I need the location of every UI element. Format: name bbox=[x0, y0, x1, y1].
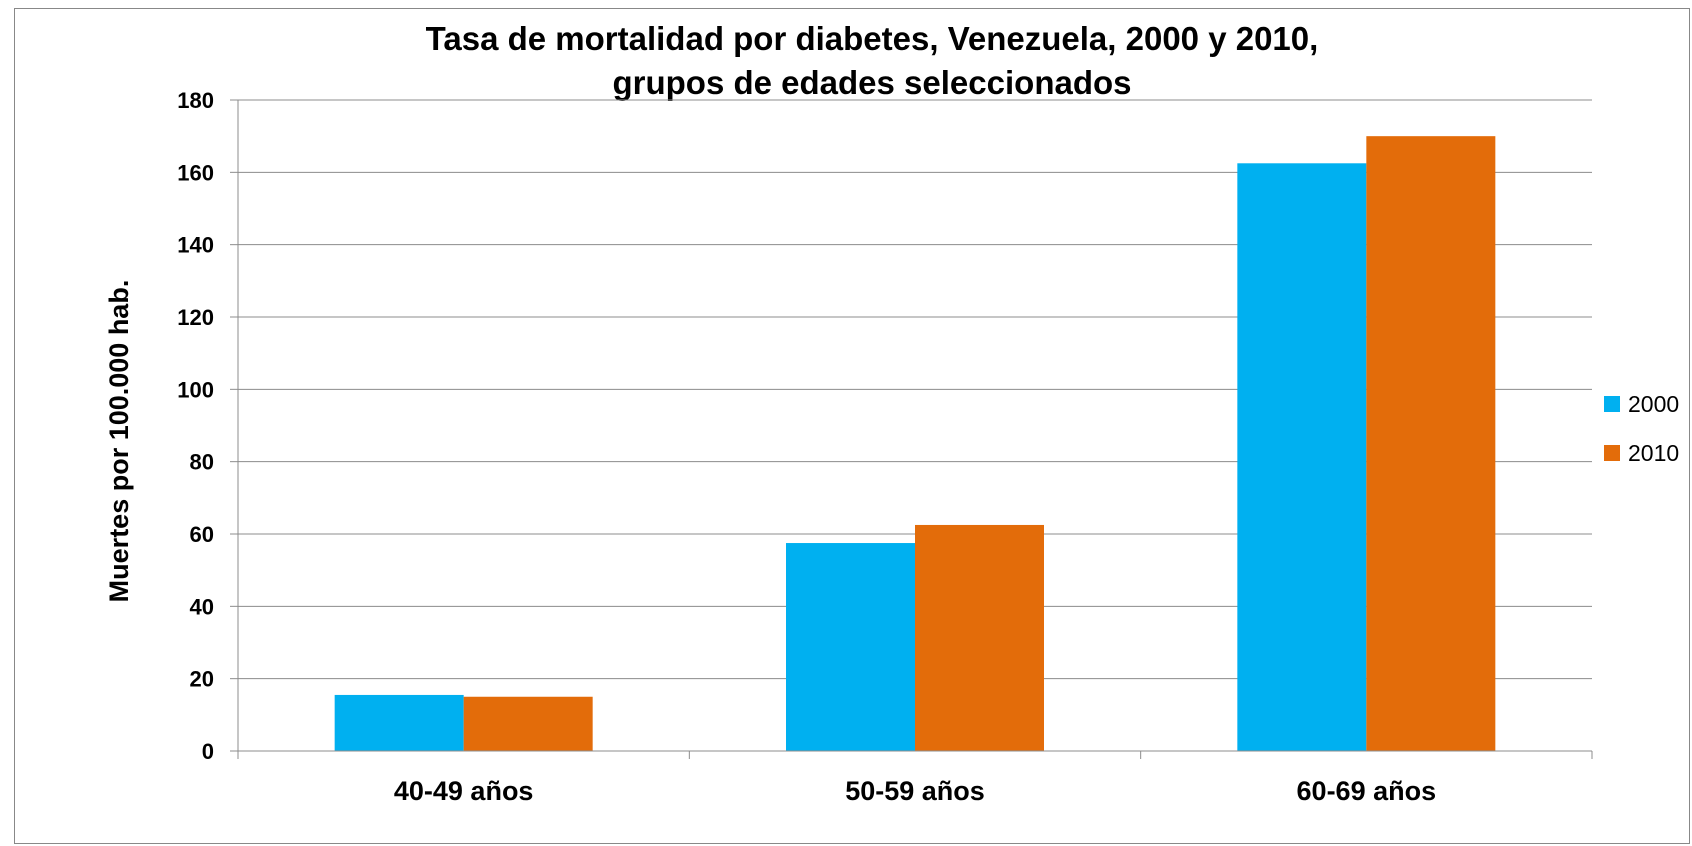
legend-label-2010: 2010 bbox=[1628, 440, 1679, 466]
axes bbox=[237, 100, 1593, 759]
chart-subtitle: grupos de edades seleccionados bbox=[612, 64, 1131, 101]
bar-2000-2 bbox=[786, 543, 915, 751]
x-axis-labels: 40-49 años 50-59 años 60-69 años bbox=[394, 776, 1436, 806]
y-tick-label: 60 bbox=[190, 522, 214, 547]
y-tick-label: 40 bbox=[190, 594, 214, 619]
x-tick-label: 40-49 años bbox=[394, 776, 534, 806]
legend-swatch-2010 bbox=[1604, 445, 1620, 461]
bars bbox=[334, 136, 1496, 751]
legend-swatch-2000 bbox=[1604, 396, 1620, 412]
x-tick-label: 50-59 años bbox=[845, 776, 985, 806]
y-axis-label: Muertes por 100.000 hab. bbox=[104, 280, 134, 603]
legend: 2000 2010 bbox=[1604, 391, 1679, 466]
y-tick-label: 140 bbox=[177, 233, 214, 258]
y-tick-label: 80 bbox=[190, 450, 214, 475]
y-tick-label: 100 bbox=[177, 377, 214, 402]
bar-2010-3 bbox=[1366, 136, 1496, 751]
y-tick-label: 160 bbox=[177, 160, 214, 185]
legend-label-2000: 2000 bbox=[1628, 391, 1679, 417]
bar-2000-3 bbox=[1237, 163, 1367, 751]
chart-title: Tasa de mortalidad por diabetes, Venezue… bbox=[426, 20, 1319, 57]
y-tick-label: 120 bbox=[177, 305, 214, 330]
bar-2000-1 bbox=[334, 694, 464, 751]
y-tick-label: 180 bbox=[177, 88, 214, 113]
x-tick-label: 60-69 años bbox=[1297, 776, 1437, 806]
y-tick-label: 20 bbox=[190, 667, 214, 692]
bar-2010-1 bbox=[463, 696, 593, 751]
y-axis-ticks: 0 20 40 60 80 100 120 140 160 180 bbox=[177, 88, 238, 764]
y-tick-label: 0 bbox=[202, 739, 214, 764]
bar-2010-2 bbox=[915, 524, 1044, 751]
